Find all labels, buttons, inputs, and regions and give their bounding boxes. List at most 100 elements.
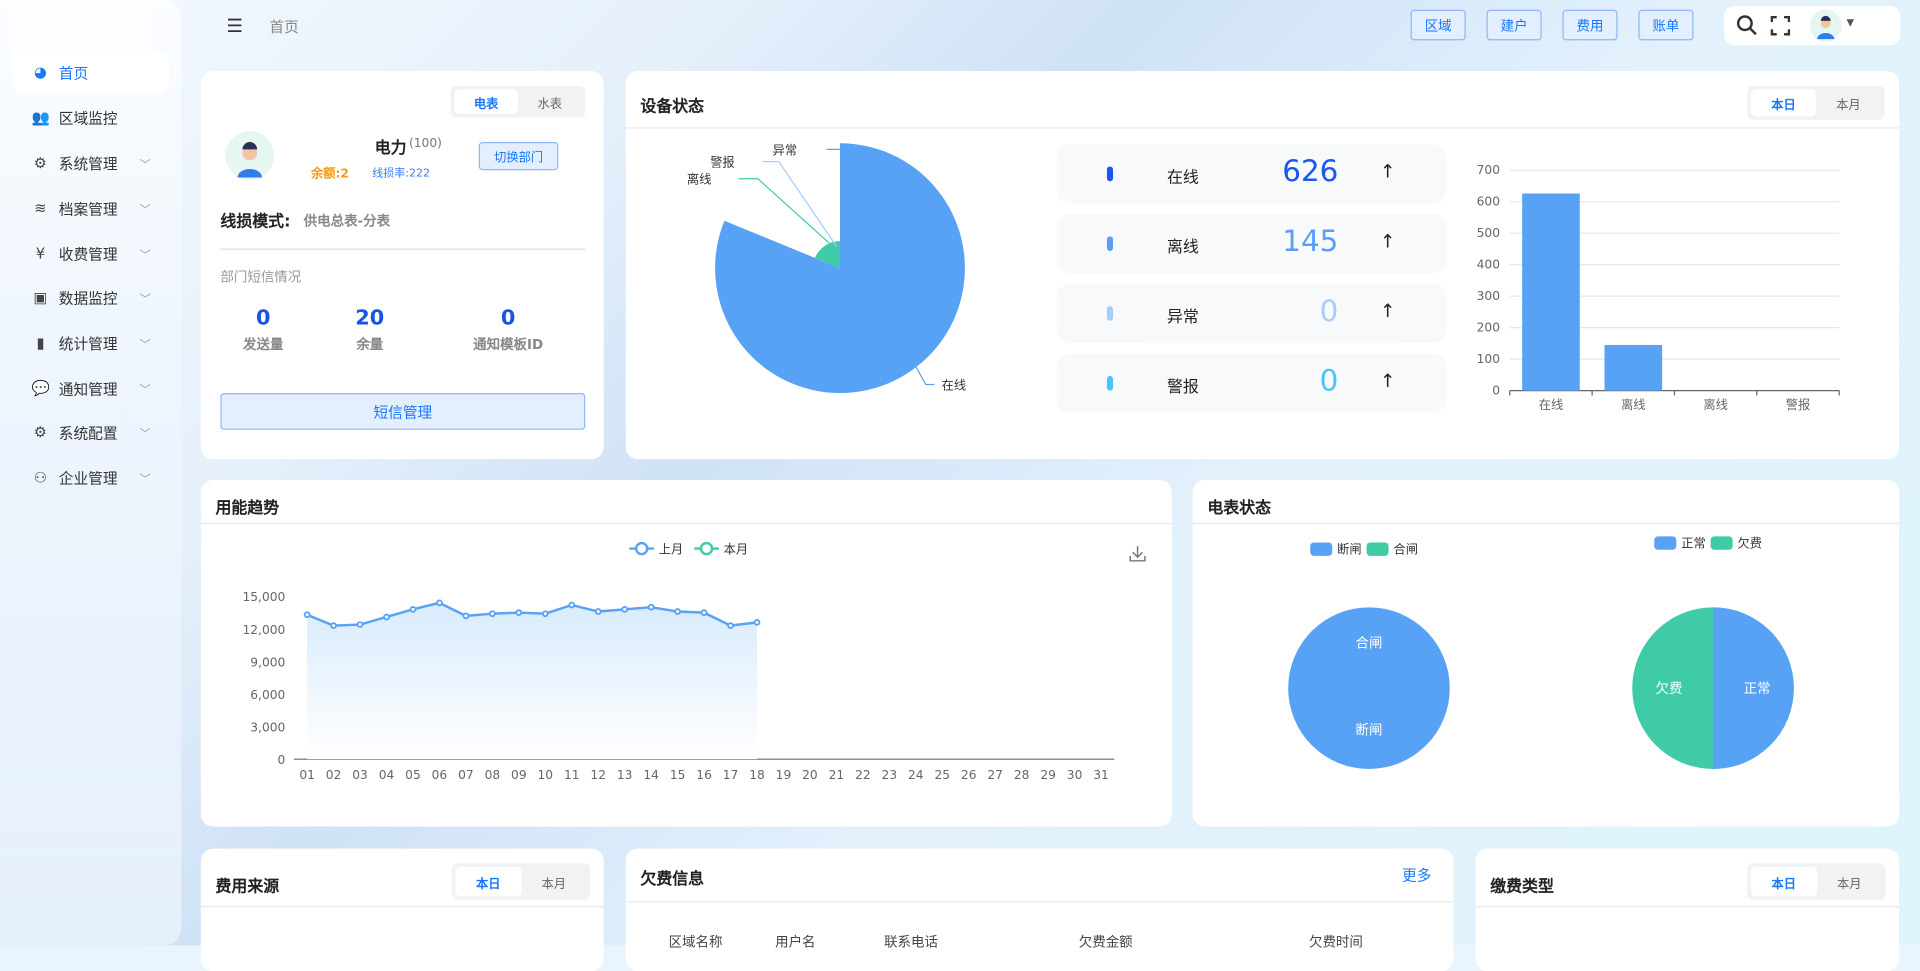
x-tick-label: 13: [617, 768, 633, 782]
sidebar-item[interactable]: ⚙ 系统管理 ﹀: [12, 142, 169, 184]
data-point[interactable]: [674, 608, 681, 615]
create-account-button[interactable]: 建户: [1486, 9, 1542, 41]
sms-management-button[interactable]: 短信管理: [220, 393, 586, 430]
pie-slice[interactable]: [1713, 607, 1794, 769]
x-tick-label: 离线: [1703, 397, 1727, 412]
data-point[interactable]: [462, 612, 470, 620]
status-count: 626: [1282, 154, 1339, 189]
bill-button[interactable]: 账单: [1638, 9, 1694, 41]
sidebar-item[interactable]: ▣ 数据监控 ﹀: [12, 277, 169, 319]
pie-slice[interactable]: [814, 241, 841, 269]
pie-slice[interactable]: [1288, 607, 1450, 769]
x-tick-label: 18: [749, 768, 765, 782]
data-point[interactable]: [594, 608, 602, 615]
divider: [625, 127, 1900, 129]
data-point[interactable]: [488, 610, 496, 618]
download-icon[interactable]: [1129, 545, 1146, 562]
arrears-card: 欠费信息 更多 区域名称 用户名 联系电话 欠费金额 欠费时间: [625, 848, 1454, 971]
payment-type-card: 缴费类型 本日 本月: [1475, 848, 1900, 971]
data-point[interactable]: [568, 601, 576, 609]
data-point[interactable]: [409, 605, 417, 613]
y-tick-label: 100: [1477, 352, 1500, 366]
x-tick-label: 05: [405, 768, 421, 782]
y-tick-label: 700: [1477, 163, 1500, 177]
fullscreen-icon[interactable]: [1770, 15, 1791, 36]
y-tick-label: 400: [1477, 257, 1500, 271]
region-button[interactable]: 区域: [1410, 9, 1466, 41]
bar-chart-icon: ▮: [36, 334, 45, 352]
legend-swatch[interactable]: [1366, 542, 1389, 556]
bar[interactable]: [1604, 344, 1663, 391]
caret-down-icon[interactable]: ▼: [1846, 17, 1855, 29]
tab-electric[interactable]: 电表: [454, 89, 518, 114]
sidebar-item[interactable]: ⚇ 企业管理 ﹀: [12, 457, 169, 499]
status-row: 警报 0 ↑: [1056, 353, 1447, 413]
switch-department-button[interactable]: 切换部门: [478, 142, 559, 171]
menu-toggle-icon[interactable]: ☰: [226, 14, 244, 37]
tab-month[interactable]: 本月: [541, 877, 567, 891]
pie-slice[interactable]: [715, 143, 965, 394]
pie-label-line: [762, 161, 837, 247]
sidebar-item[interactable]: ▮ 统计管理 ﹀: [12, 322, 169, 364]
tab-month[interactable]: 本月: [1837, 877, 1862, 891]
sidebar-item[interactable]: ⚙ 系统配置 ﹀: [12, 411, 169, 453]
legend-marker[interactable]: [699, 541, 714, 556]
data-point[interactable]: [515, 609, 523, 616]
pie-label: 在线: [942, 378, 966, 392]
data-point[interactable]: [753, 619, 761, 626]
user-avatar[interactable]: [1809, 9, 1842, 42]
tab-today[interactable]: 本日: [455, 866, 522, 897]
sidebar-item[interactable]: 👥 区域监控: [12, 97, 169, 139]
x-tick-label: 11: [564, 768, 580, 782]
logo-area: [9, 4, 151, 57]
data-point[interactable]: [303, 611, 311, 619]
payment-type-tabs: 本日 本月: [1747, 863, 1886, 901]
status-label: 异常: [1166, 308, 1199, 327]
tab-month[interactable]: 本月: [1836, 98, 1861, 113]
chevron-down-icon: ﹀: [139, 158, 151, 171]
data-point[interactable]: [330, 622, 337, 630]
fee-button[interactable]: 费用: [1562, 9, 1618, 41]
data-point[interactable]: [700, 609, 708, 616]
loss-mode-label: 线损模式:: [220, 213, 291, 232]
legend-swatch[interactable]: [1654, 536, 1677, 550]
chevron-down-icon: ﹀: [139, 293, 151, 306]
legend-marker[interactable]: [634, 541, 649, 556]
sidebar-item[interactable]: 💬 通知管理 ﹀: [12, 367, 169, 409]
more-link[interactable]: 更多: [1402, 866, 1432, 885]
x-tick-label: 14: [643, 768, 659, 782]
x-tick-label: 10: [538, 768, 554, 782]
tab-today[interactable]: 本日: [1751, 866, 1817, 897]
x-tick-label: 12: [590, 768, 606, 782]
legend-swatch[interactable]: [1710, 536, 1733, 550]
sidebar-item[interactable]: ◕ 首页: [12, 51, 169, 94]
department-count: (100): [408, 137, 442, 151]
divider: [1475, 906, 1900, 908]
data-point[interactable]: [356, 621, 364, 628]
sidebar-item-label: 统计管理: [58, 334, 118, 353]
department-name: 电力: [374, 139, 407, 158]
x-tick-label: 03: [352, 768, 368, 782]
sidebar-item[interactable]: ≋ 档案管理 ﹀: [12, 187, 169, 229]
y-tick-label: 300: [1477, 289, 1500, 303]
data-point[interactable]: [647, 603, 655, 611]
data-point[interactable]: [383, 613, 390, 621]
data-point[interactable]: [436, 599, 443, 607]
search-icon[interactable]: [1736, 15, 1758, 37]
chat-icon: 💬: [31, 379, 51, 397]
legend-swatch[interactable]: [1310, 542, 1333, 556]
chevron-down-icon: ﹀: [139, 203, 151, 217]
sidebar-item[interactable]: ¥ 收费管理 ﹀: [12, 233, 169, 275]
tab-today[interactable]: 本日: [1751, 89, 1816, 117]
yen-icon: ¥: [35, 244, 46, 263]
gear-icon: ⚙: [33, 423, 47, 441]
chevron-down-icon: ﹀: [139, 249, 151, 262]
status-count: 0: [1319, 293, 1339, 329]
bar[interactable]: [1522, 193, 1580, 391]
data-point[interactable]: [727, 622, 734, 630]
sent-count: 0: [256, 306, 271, 331]
sidebar-item-label: 收费管理: [58, 245, 118, 263]
data-point[interactable]: [541, 610, 549, 618]
tab-water[interactable]: 水表: [537, 97, 563, 111]
data-point[interactable]: [621, 605, 629, 613]
